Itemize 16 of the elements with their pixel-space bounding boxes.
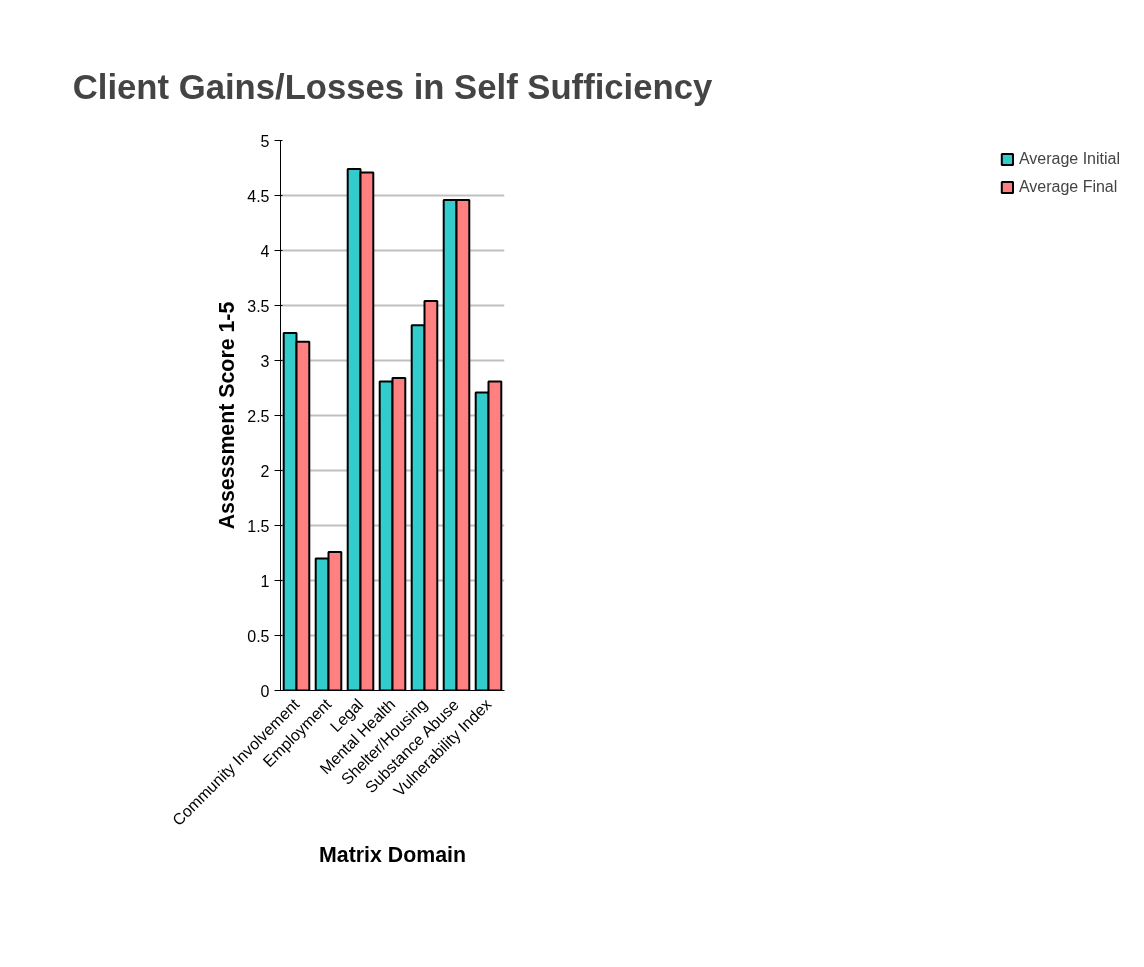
y-tick-label: 1.5 [247, 517, 270, 535]
x-axis-title: Matrix Domain [319, 842, 466, 867]
y-tick-label: 2.5 [247, 407, 270, 425]
y-tick-label: 0.5 [247, 627, 270, 645]
y-tick-label: 3.5 [247, 297, 270, 315]
y-tick-label: 4 [260, 242, 270, 260]
legend-label: Average Initial [1018, 150, 1120, 168]
legend-label: Average Final [1018, 178, 1118, 196]
y-tick-label: 3 [260, 352, 270, 370]
y-tick-label: 5 [260, 132, 270, 150]
y-tick-label: 2 [260, 462, 270, 480]
chart-title: Client Gains/Losses in Self Sufficiency [72, 67, 713, 106]
y-axis-title: Assessment Score 1-5 [215, 301, 240, 530]
y-tick-label: 1 [260, 572, 270, 590]
y-tick-label: 0 [260, 682, 270, 700]
y-tick-label: 4.5 [247, 187, 270, 205]
